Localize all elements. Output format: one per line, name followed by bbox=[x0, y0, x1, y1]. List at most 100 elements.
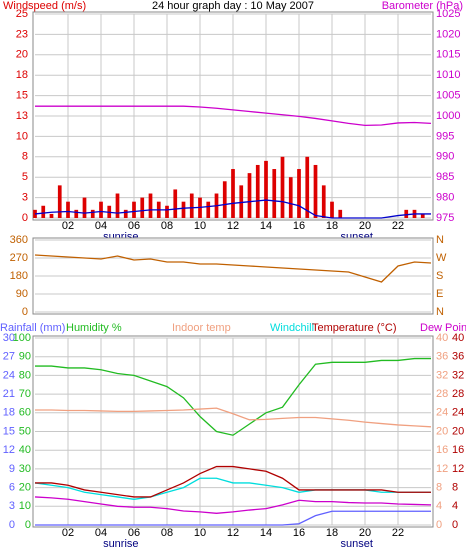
y2-tick-label: 1020 bbox=[436, 28, 460, 40]
y2-tick-label: 0 bbox=[436, 519, 442, 531]
bar bbox=[321, 185, 326, 218]
y2-tick-label: 980 bbox=[436, 192, 454, 204]
x-tick-label: 06 bbox=[128, 527, 140, 539]
y2-tick-label: 16 bbox=[436, 444, 448, 456]
y2-tick-label: 1010 bbox=[436, 69, 460, 81]
bar bbox=[82, 197, 87, 218]
y-tick-label: 0 bbox=[22, 212, 28, 224]
x-tick-label: 16 bbox=[293, 527, 305, 539]
bar bbox=[115, 193, 120, 218]
y-tick-label: 21 bbox=[3, 388, 15, 400]
y-tick-label: 15 bbox=[16, 90, 28, 102]
annotation: sunrise bbox=[103, 538, 138, 550]
y-tick-label: 6 bbox=[9, 482, 15, 494]
y-tick-label: 90 bbox=[16, 288, 28, 300]
bar bbox=[297, 169, 301, 218]
y-tick-label: 18 bbox=[3, 407, 15, 419]
x-tick-label: 02 bbox=[62, 527, 74, 539]
y-tick-label: 24 bbox=[3, 369, 15, 381]
bar bbox=[41, 205, 46, 218]
y-tick-label: 20 bbox=[16, 49, 28, 61]
bar bbox=[288, 177, 293, 218]
x-tick-label: 10 bbox=[194, 220, 206, 232]
y-tick-label: 15 bbox=[3, 425, 15, 437]
legend-entry: Humidity % bbox=[66, 322, 122, 334]
y3-tick-label: 20 bbox=[19, 482, 31, 494]
y2-tick-label: 28 bbox=[452, 388, 464, 400]
y2-tick-label: 12 bbox=[452, 463, 464, 475]
bar bbox=[165, 205, 169, 218]
bar bbox=[280, 156, 285, 218]
y3-tick-label: 70 bbox=[19, 388, 31, 400]
y-tick-label: 12 bbox=[3, 444, 15, 456]
legend-entry: Temperature (°C) bbox=[312, 322, 396, 334]
annotation: sunset bbox=[341, 538, 373, 550]
bar bbox=[420, 213, 425, 218]
x-tick-label: 18 bbox=[326, 220, 338, 232]
y2-tick-label: W bbox=[436, 252, 447, 264]
bar bbox=[140, 197, 145, 218]
y2-tick-label: 24 bbox=[452, 407, 464, 419]
y-tick-label: 5 bbox=[22, 171, 28, 183]
bar bbox=[239, 185, 244, 218]
legend-entry: Windchill bbox=[270, 322, 314, 334]
x-tick-label: 14 bbox=[260, 527, 272, 539]
bar bbox=[99, 201, 103, 218]
x-tick-label: 20 bbox=[359, 220, 371, 232]
y2-tick-label: N bbox=[436, 306, 444, 318]
y-tick-label: 18 bbox=[16, 69, 28, 81]
y2-tick-label: N bbox=[436, 234, 444, 246]
x-tick-label: 02 bbox=[62, 220, 74, 232]
series-line bbox=[35, 357, 431, 436]
y-tick-label: 270 bbox=[10, 252, 28, 264]
y-tick-label: 360 bbox=[10, 234, 28, 246]
y2-tick-label: 12 bbox=[436, 463, 448, 475]
y2-tick-label: 20 bbox=[436, 425, 448, 437]
x-tick-label: 04 bbox=[95, 220, 107, 232]
x-tick-label: 16 bbox=[293, 220, 305, 232]
bar bbox=[206, 201, 211, 218]
y2-tick-label: E bbox=[436, 288, 443, 300]
bar bbox=[404, 209, 409, 218]
y2-tick-label: 1025 bbox=[436, 8, 460, 20]
bar bbox=[57, 185, 62, 218]
x-tick-label: 12 bbox=[227, 220, 239, 232]
x-tick-label: 20 bbox=[359, 527, 371, 539]
series-line bbox=[34, 496, 432, 514]
bar bbox=[173, 189, 178, 218]
y-axis-label: Windspeed (m/s) bbox=[3, 0, 86, 12]
legend-entry: Indoor temp bbox=[172, 322, 231, 334]
bar bbox=[222, 181, 227, 218]
y-tick-label: 180 bbox=[10, 270, 28, 282]
x-tick-label: 22 bbox=[392, 220, 404, 232]
bar bbox=[255, 164, 260, 218]
y2-tick-label: 24 bbox=[436, 407, 448, 419]
series-line bbox=[35, 407, 432, 428]
y2-tick-label: 990 bbox=[436, 151, 454, 163]
y2-tick-label: 32 bbox=[436, 369, 448, 381]
series-line bbox=[34, 254, 432, 283]
y-tick-label: 25 bbox=[16, 8, 28, 20]
y2-tick-label: 40 bbox=[436, 332, 448, 344]
x-tick-label: 06 bbox=[128, 220, 140, 232]
y2-tick-label: 0 bbox=[452, 519, 458, 531]
y2-tick-label: 1015 bbox=[436, 49, 460, 61]
x-tick-label: 22 bbox=[392, 527, 404, 539]
y2-tick-label: 1000 bbox=[436, 110, 460, 122]
y2-tick-label: S bbox=[436, 270, 443, 282]
y-tick-label: 23 bbox=[16, 28, 28, 40]
y3-tick-label: 40 bbox=[19, 444, 31, 456]
x-tick-label: 12 bbox=[227, 527, 239, 539]
y2-tick-label: 36 bbox=[452, 351, 464, 363]
y-tick-label: 30 bbox=[3, 332, 15, 344]
bar bbox=[66, 201, 70, 218]
x-tick-label: 08 bbox=[161, 220, 173, 232]
bar bbox=[231, 169, 235, 218]
y3-tick-label: 100 bbox=[13, 332, 31, 344]
y2-tick-label: 32 bbox=[452, 369, 464, 381]
bar bbox=[330, 201, 334, 218]
bar bbox=[148, 193, 153, 218]
bar bbox=[132, 201, 136, 218]
y2-tick-label: 16 bbox=[452, 444, 464, 456]
y2-axis-label: Barometer (hPa) bbox=[382, 0, 463, 12]
